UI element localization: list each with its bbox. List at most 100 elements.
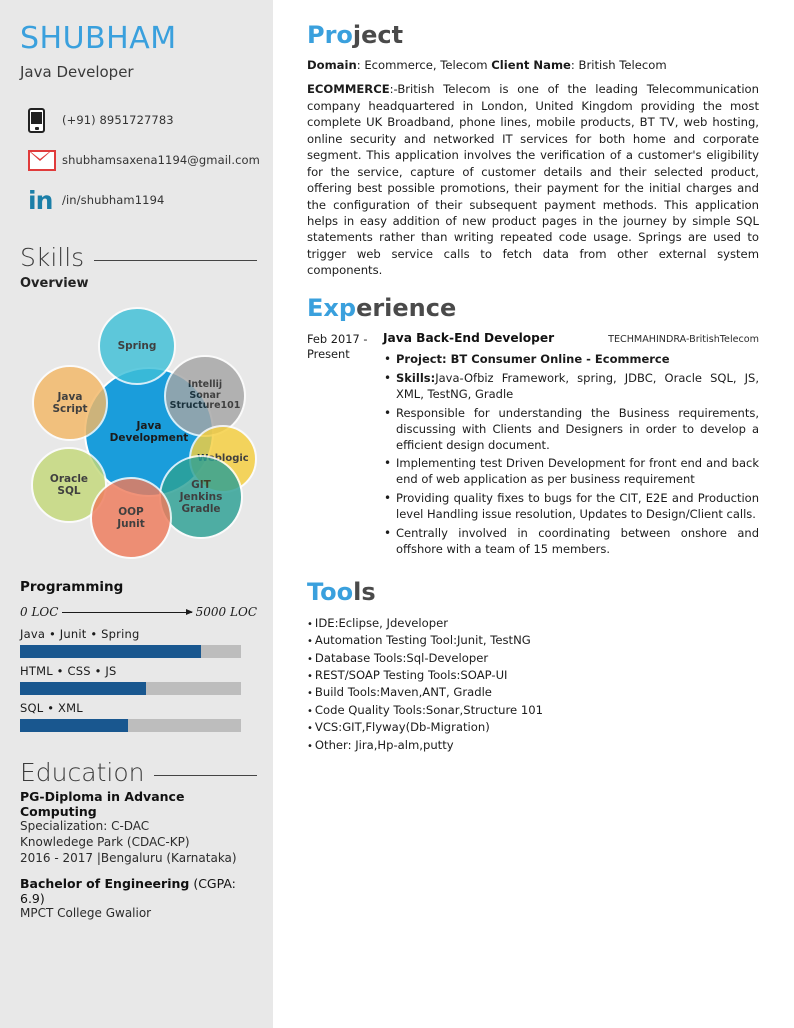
contact-phone[interactable]: (+91) 8951727783: [28, 103, 257, 137]
project-heading: Project: [307, 22, 759, 48]
tools-item: REST/SOAP Testing Tools:SOAP-UI: [307, 667, 759, 684]
skill-bubble: Oracle SQL: [31, 447, 107, 523]
bar-track: [20, 719, 241, 732]
bullet-text: Responsible for understanding the Busine…: [396, 405, 759, 452]
bullet-text: Implementing test Driven Development for…: [396, 456, 759, 487]
tools-item: Other: Jira,Hp-alm,putty: [307, 737, 759, 754]
tools-item: Build Tools:Maven,ANT, Gradle: [307, 684, 759, 701]
skill-bubble-label: Weblogic: [197, 453, 249, 465]
education-line: MPCT College Gwalior: [20, 906, 152, 921]
project-domain-line: Domain: Ecommerce, Telecom Client Name: …: [307, 58, 759, 72]
experience-bullet: Skills:Java-Ofbiz Framework, spring, JDB…: [383, 370, 759, 403]
bar-fill: [20, 645, 202, 658]
phone-text: (+91) 8951727783: [62, 113, 174, 127]
experience-bullet: Centrally involved in coordinating betwe…: [383, 525, 759, 558]
bar-fill: [20, 682, 146, 695]
tools-heading: Tools: [307, 577, 759, 606]
skill-bubble-label: Java Script: [52, 390, 88, 415]
bullet-bold: Project: BT Consumer Online - Ecommerce: [396, 352, 670, 367]
skills-heading-text: Skills: [20, 243, 85, 272]
skill-bubble: OOP Junit: [90, 477, 172, 559]
axis-arrow: [62, 608, 193, 615]
education-line: 2016 - 2017 |Bengaluru (Karnataka): [20, 850, 237, 865]
axis-min-label: 0 LOC: [20, 605, 59, 619]
project-heading-b: ject: [352, 21, 404, 49]
experience-bullet: Implementing test Driven Development for…: [383, 455, 759, 488]
education-heading-text: Education: [20, 758, 145, 787]
bullet-text: Java-Ofbiz Framework, spring, JDBC, Orac…: [396, 371, 759, 401]
tools-item: Code Quality Tools:Sonar,Structure 101: [307, 702, 759, 719]
bar-label: HTML • CSS • JS: [20, 664, 117, 678]
candidate-name: SHUBHAM: [20, 21, 177, 56]
skill-bubble-label: Spring: [117, 339, 157, 352]
candidate-role: Java Developer: [20, 63, 134, 81]
axis-max-label: 5000 LOC: [195, 605, 257, 619]
contact-list: (+91) 8951727783 shubhamsaxena1194@gmail…: [28, 103, 260, 217]
contact-email[interactable]: shubhamsaxena1194@gmail.com: [28, 143, 260, 177]
project-heading-a: Pro: [307, 21, 353, 49]
bar-label: Java • Junit • Spring: [20, 627, 140, 641]
bar-fill: [20, 719, 129, 732]
tools-heading-b: ls: [353, 577, 376, 606]
education-title-suffix: (CGPA: 6.9): [20, 876, 236, 907]
skill-bubble-label: Java Development: [109, 419, 189, 444]
bar-label: SQL • XML: [20, 701, 83, 715]
main-column: Project Domain: Ecommerce, Telecom Clien…: [273, 0, 794, 1028]
bullet-text: Providing quality fixes to bugs for the …: [396, 491, 759, 521]
experience-heading-b: erience: [356, 293, 457, 322]
education-heading: Education: [20, 758, 257, 787]
skills-bubble-chart: Spring Intellij Sonar Structure101 Java Scrip…: [16, 297, 257, 565]
project-body-label: ECOMMERCE: [307, 82, 390, 97]
experience-date: Feb 2017 - Present: [307, 332, 368, 362]
skills-subheading: Overview: [20, 276, 89, 291]
education-list: PG-Diploma in Advance Computing Specializ…: [20, 789, 257, 922]
skills-heading-rule: [94, 260, 257, 261]
experience-heading-a: Exp: [307, 293, 357, 322]
experience-bullet: Project: BT Consumer Online - Ecommerce: [383, 351, 759, 368]
bar-track: [20, 645, 241, 658]
education-title: PG-Diploma in Advance Computing: [20, 789, 185, 819]
domain-label: Domain: [307, 58, 357, 73]
linkedin-icon: in: [28, 185, 53, 215]
project-body-text: :-British Telecom is one of the leading …: [307, 82, 759, 278]
tools-item: VCS:GIT,Flyway(Db-Migration): [307, 719, 759, 736]
tools-list: IDE:Eclipse, JdeveloperAutomation Testin…: [307, 615, 759, 754]
bullet-bold: Skills:: [396, 371, 436, 386]
skill-bubble-label: Oracle SQL: [49, 472, 89, 497]
skill-bubble-label: Intellij Sonar Structure101: [169, 378, 241, 412]
experience-bullet: Responsible for understanding the Busine…: [383, 405, 759, 454]
programming-bars: Java • Junit • Spring HTML • CSS • JS SQL …: [20, 627, 257, 732]
skill-bubble: Intellij Sonar Structure101: [164, 355, 246, 437]
spacer: [20, 866, 257, 876]
experience-company: TECHMAHINDRA-BritishTelecom: [608, 334, 759, 346]
tools-item: IDE:Eclipse, Jdeveloper: [307, 615, 759, 632]
skill-bubble: Spring: [98, 307, 176, 385]
project-description: ECOMMERCE:-British Telecom is one of the…: [307, 81, 759, 278]
client-label: Client Name: [491, 58, 571, 73]
sidebar: SHUBHAM Java Developer (+91) 8951727783 …: [0, 0, 273, 1028]
tools-item: Database Tools:Sql-Developer: [307, 650, 759, 667]
client-value: : British Telecom: [570, 58, 667, 73]
linkedin-text: /in/shubham1194: [62, 193, 165, 207]
experience-heading: Experience: [307, 295, 759, 321]
skill-bubble-label: OOP Junit: [117, 505, 145, 530]
email-icon: [28, 149, 62, 171]
phone-icon: [28, 107, 62, 133]
programming-axis: 0 LOC 5000 LOC: [20, 605, 257, 619]
education-line: Knowledege Park (CDAC-KP): [20, 834, 190, 849]
programming-heading: Programming: [20, 579, 124, 595]
experience-entry: Feb 2017 - Present Java Back-End Develope…: [307, 331, 759, 560]
experience-bullets: Project: BT Consumer Online - Ecommerce S…: [383, 351, 759, 558]
skill-bubble: GIT Jenkins Gradle: [159, 455, 243, 539]
education-title: Bachelor of Engineering (CGPA: 6.9): [20, 876, 236, 907]
experience-title: Java Back-End Developer: [383, 331, 555, 346]
bullet-text: Centrally involved in coordinating betwe…: [396, 525, 759, 556]
contact-linkedin[interactable]: in /in/shubham1194: [28, 183, 257, 217]
tools-item: Automation Testing Tool:Junit, TestNG: [307, 632, 759, 649]
email-text: shubhamsaxena1194@gmail.com: [62, 153, 260, 167]
domain-value: : Ecommerce, Telecom: [356, 58, 492, 73]
education-heading-rule: [154, 775, 257, 776]
bar-track: [20, 682, 241, 695]
skills-heading: Skills: [20, 243, 257, 272]
skill-bubble: Java Script: [32, 365, 108, 441]
